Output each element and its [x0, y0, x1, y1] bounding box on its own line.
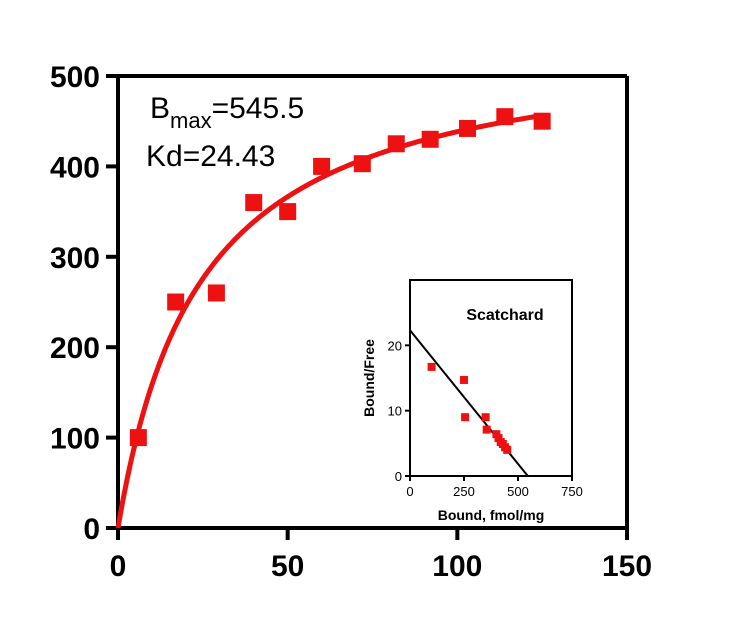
- data-point: [279, 203, 297, 221]
- fit-annotations: Bmax=545.5 Kd=24.43: [146, 92, 304, 173]
- inset-data-point: [482, 425, 491, 434]
- x-tick-label: 100: [432, 550, 482, 583]
- y-tick-label: 100: [50, 423, 100, 456]
- inset-x-tick-label: 0: [406, 484, 413, 499]
- inset-y-tick-label: 10: [388, 404, 402, 419]
- data-point: [533, 112, 551, 130]
- y-tick-label: 300: [50, 242, 100, 275]
- data-point: [459, 119, 477, 137]
- x-tick-label: 150: [602, 550, 652, 583]
- inset-data-point: [503, 445, 512, 454]
- data-point: [421, 130, 439, 148]
- y-tick-label: 400: [50, 151, 100, 184]
- inset-x-axis-label: Bound, fmol/mg: [438, 507, 545, 523]
- x-tick-label: 0: [110, 550, 127, 583]
- data-point: [167, 293, 185, 311]
- inset-data-point: [481, 413, 490, 422]
- inset-frame: [409, 279, 573, 477]
- x-tick-label: 50: [271, 550, 304, 583]
- inset-x-tick-label: 500: [507, 484, 529, 499]
- y-tick-label: 500: [50, 61, 100, 94]
- inset-y-axis-label: Bound/Free: [361, 339, 377, 417]
- data-point: [353, 155, 371, 173]
- data-point: [387, 135, 405, 153]
- inset-data-point: [460, 375, 468, 384]
- data-point: [245, 194, 263, 212]
- inset-x-tick-label: 750: [561, 484, 583, 499]
- inset-data-point: [427, 362, 436, 371]
- kd-annotation: Kd=24.43: [146, 140, 275, 173]
- inset-x-tick-label: 250: [453, 484, 475, 499]
- y-tick-label: 200: [50, 332, 100, 365]
- data-point: [496, 108, 514, 126]
- data-point: [313, 157, 331, 175]
- inset-title: Scatchard: [466, 307, 543, 324]
- y-tick-label: 0: [83, 513, 100, 546]
- scatchard-inset: 0 10 20 0 250 500 750 Scatchard Bound, fmol/mg Bo…: [361, 279, 583, 523]
- inset-data-point: [461, 413, 470, 422]
- data-point: [207, 284, 225, 302]
- bmax-subscript: max: [170, 108, 212, 133]
- inset-y-tick-label: 20: [388, 338, 402, 353]
- bmax-label: B: [150, 92, 170, 125]
- bmax-annotation: Bmax=545.5: [150, 92, 304, 133]
- data-point: [129, 429, 147, 447]
- inset-y-tick-label: 0: [395, 469, 402, 484]
- bmax-value: =545.5: [212, 92, 305, 125]
